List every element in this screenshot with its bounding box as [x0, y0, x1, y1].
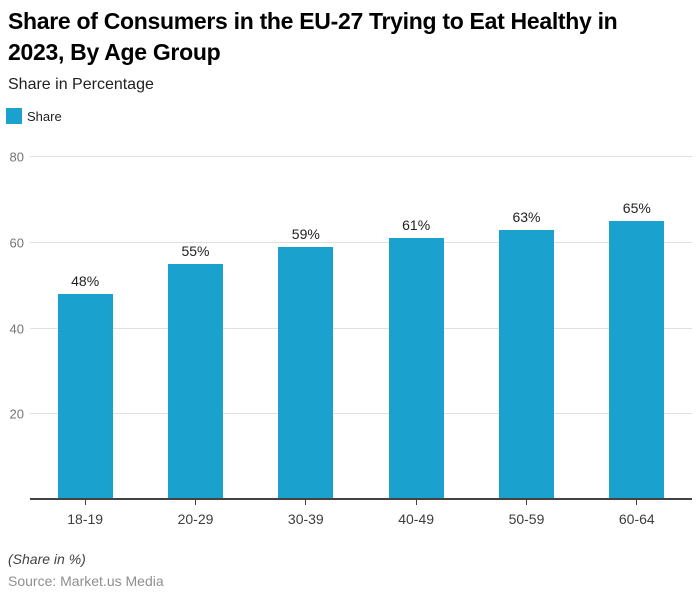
bar-slot-18-19: 48%	[30, 157, 140, 500]
gridline-40	[30, 327, 692, 329]
page-title-line2: 2023, By Age Group	[8, 39, 221, 65]
gridline-80	[30, 156, 692, 157]
y-axis-labels: 20 40 60 80	[0, 151, 25, 500]
bar-slot-60-64: 65%	[582, 157, 692, 500]
bar-value-label: 55%	[181, 243, 210, 260]
bars-row: 48% 55% 59% 61% 63% 65%	[30, 157, 692, 500]
y-tick-label-80: 80	[9, 149, 24, 165]
x-tick-mark	[582, 500, 692, 505]
legend-label[interactable]: Share	[27, 108, 62, 124]
x-tick-label-60-64: 60-64	[618, 511, 655, 527]
x-tick-mark	[471, 500, 581, 505]
source-credit: Source: Market.us Media	[8, 573, 164, 589]
legend: Share	[6, 108, 62, 124]
bar-slot-50-59: 63%	[471, 157, 581, 500]
page-title-line1: Share of Consumers in the EU-27 Trying t…	[8, 8, 618, 34]
bar-slot-30-39: 59%	[251, 157, 361, 500]
x-tick-label-20-29: 20-29	[177, 511, 214, 527]
plot-area: 48% 55% 59% 61% 63% 65%	[30, 156, 692, 500]
legend-swatch-icon[interactable]	[6, 108, 22, 124]
page-title: Share of Consumers in the EU-27 Trying t…	[8, 6, 692, 68]
x-tick-mark	[140, 500, 250, 505]
bar-40-49[interactable]	[388, 238, 444, 500]
bar-value-label: 59%	[291, 226, 320, 243]
x-axis-ticks	[30, 500, 692, 505]
x-tick-mark	[361, 500, 471, 505]
unit-note: (Share in %)	[8, 551, 86, 567]
bar-50-59[interactable]	[498, 229, 554, 500]
x-tick-label-30-39: 30-39	[287, 511, 324, 527]
x-axis-labels: 18-19 20-29 30-39 40-49 50-59 60-64	[30, 511, 692, 527]
y-tick-label-60: 60	[9, 235, 24, 251]
bar-slot-20-29: 55%	[140, 157, 250, 500]
bar-value-label: 65%	[622, 200, 651, 217]
bar-60-64[interactable]	[609, 221, 665, 500]
x-tick-label-50-59: 50-59	[508, 511, 545, 527]
gridline-20	[30, 413, 692, 415]
y-tick-label-20: 20	[9, 406, 24, 422]
gridline-60	[30, 241, 692, 243]
chart-subtitle: Share in Percentage	[8, 76, 154, 93]
bar-value-label: 61%	[402, 217, 431, 234]
bar-30-39[interactable]	[278, 247, 334, 500]
y-tick-label-40: 40	[9, 321, 24, 336]
x-tick-mark	[30, 500, 140, 505]
bar-value-label: 48%	[71, 273, 100, 290]
x-tick-label-40-49: 40-49	[398, 511, 435, 527]
bar-value-label: 63%	[512, 208, 541, 225]
x-axis-line	[30, 498, 692, 500]
x-tick-mark	[251, 500, 361, 505]
x-tick-label-18-19: 18-19	[67, 511, 104, 527]
bar-18-19[interactable]	[57, 294, 113, 500]
bar-slot-40-49: 61%	[361, 157, 471, 500]
bar-20-29[interactable]	[167, 264, 223, 500]
